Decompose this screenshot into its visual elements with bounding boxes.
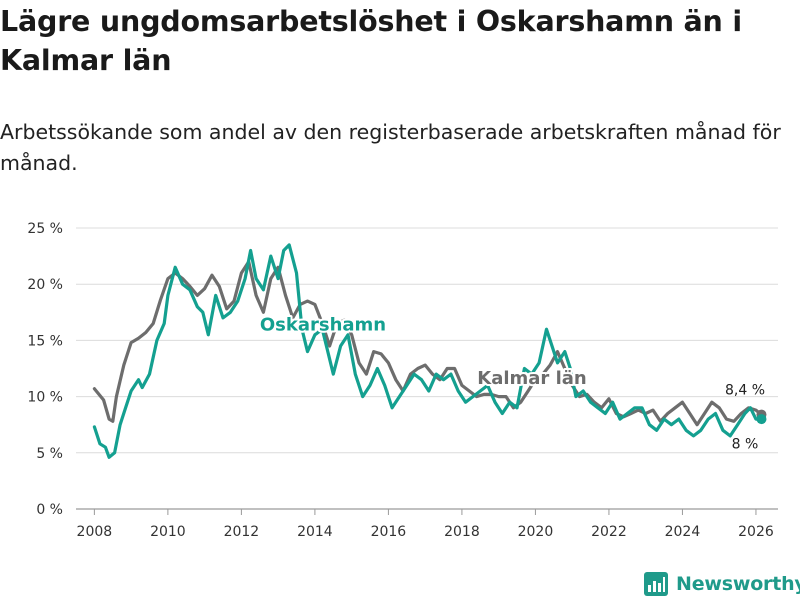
x-tick-label: 2018 [444,524,480,540]
x-tick-label: 2010 [150,524,186,540]
y-tick-label: 15 % [27,333,63,349]
gridlines [76,227,778,510]
x-tick-label: 2016 [371,524,407,540]
axes: 0 % 5 % 10 % 15 % 20 % 25 % 2008 2010 2012 2014 20… [27,221,773,540]
y-tick-label: 5 % [36,446,63,462]
y-tick-label: 25 % [27,221,63,237]
x-tick-label: 2026 [738,524,774,540]
brand-logo: Newsworthy [644,570,800,598]
chart-title: Lägre ungdomsarbetslöshet i Oskarshamn ä… [0,5,742,77]
x-tick-label: 2024 [665,524,701,540]
series-lines [92,243,767,459]
chart-subtitle: Arbetssökande som andel av den registerb… [0,120,781,175]
brand-name: Newsworthy [676,573,800,595]
y-tick-label: 0 % [36,502,63,518]
x-tick-label: 2008 [77,524,113,540]
x-tick-label: 2012 [224,524,260,540]
series-label-oskarshamn: Oskarshamn [260,314,386,335]
series-label-kalmar-lan: Kalmar län [477,368,586,389]
series-labels: Oskarshamn Kalmar län 8,4 % 8 % [258,312,765,452]
series-line-kalmar-l-n [92,260,764,427]
end-value-label-oskarshamn: 8 % [732,436,759,452]
x-tick-label: 2020 [518,524,554,540]
x-tick-label: 2014 [297,524,333,540]
y-tick-label: 20 % [27,277,63,293]
bar-chart-logo-icon [644,572,668,596]
end-value-label-kalmar-lan: 8,4 % [725,382,765,398]
end-point-oskarshamn [756,414,767,425]
x-tick-label: 2022 [591,524,627,540]
y-tick-label: 10 % [27,390,63,406]
series-line-oskarshamn [92,243,764,459]
